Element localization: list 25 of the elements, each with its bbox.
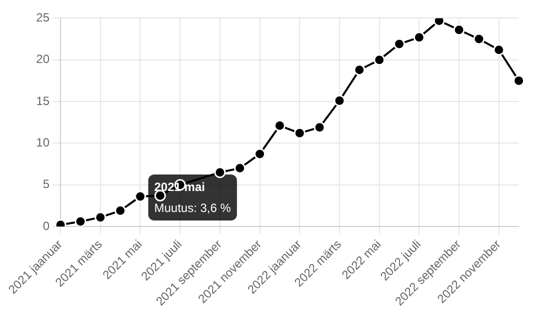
point xyxy=(413,32,425,44)
point xyxy=(394,38,406,50)
point xyxy=(513,74,525,86)
point xyxy=(493,44,505,56)
point xyxy=(234,162,246,174)
point xyxy=(214,166,226,178)
y-tick-label: 0 xyxy=(42,218,50,233)
point xyxy=(354,64,366,76)
point xyxy=(94,212,106,224)
annotation: Muutus: 3,6 % xyxy=(154,200,232,215)
point xyxy=(114,204,126,216)
y-tick-label: 5 xyxy=(42,177,50,192)
point xyxy=(134,190,146,202)
point xyxy=(374,54,386,66)
point xyxy=(274,120,286,132)
point xyxy=(74,216,86,226)
y-tick-label: 15 xyxy=(36,94,50,108)
point xyxy=(473,33,485,45)
y-tick-label: 20 xyxy=(36,52,50,66)
point xyxy=(334,94,346,106)
y-tick-label: 25 xyxy=(36,10,50,25)
point xyxy=(314,122,326,134)
y-tick-label: 10 xyxy=(36,135,50,150)
point xyxy=(294,127,306,139)
point xyxy=(453,24,465,36)
